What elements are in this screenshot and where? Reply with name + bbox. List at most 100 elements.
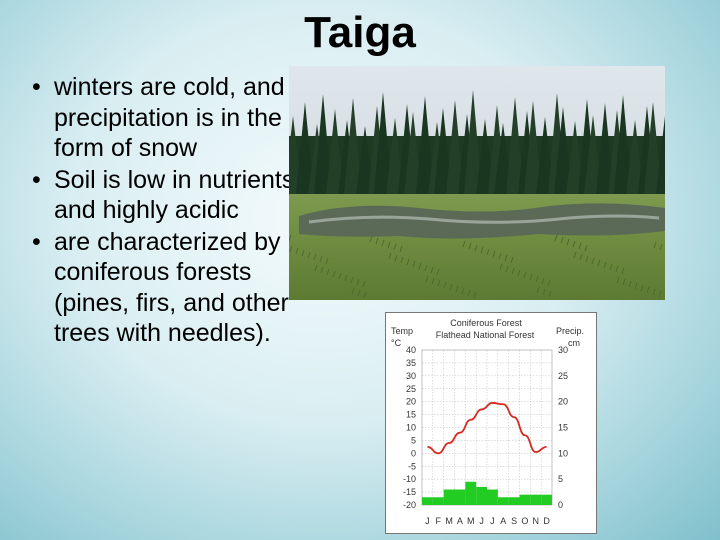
temp-tick-label: 25 <box>406 384 416 394</box>
precip-bar <box>508 497 520 505</box>
month-label: J <box>479 516 484 526</box>
grass-blade <box>295 247 299 255</box>
grass-blade <box>499 263 503 271</box>
grass-blade <box>394 254 398 262</box>
grass-blade <box>584 244 588 252</box>
grass-blade <box>418 262 422 270</box>
bullet-text: are characterized by coniferous forests … <box>54 227 289 348</box>
grass-blade <box>350 276 354 284</box>
grass-blade <box>462 240 466 248</box>
month-label: D <box>543 516 550 526</box>
month-label: A <box>500 516 506 526</box>
grass-blade <box>548 290 552 298</box>
grass-blade <box>363 291 367 299</box>
tree-shape <box>536 117 554 194</box>
grass-blade <box>622 278 626 286</box>
temp-tick-label: 5 <box>411 435 416 445</box>
grass-blade <box>437 279 441 287</box>
grass-blade <box>615 265 619 273</box>
grass-blade <box>443 281 447 289</box>
temp-tick-label: 30 <box>406 371 416 381</box>
month-label: F <box>436 516 442 526</box>
grass-blade <box>388 252 392 260</box>
tree-shape <box>566 121 584 194</box>
grass-blade <box>573 251 577 259</box>
grass-blade <box>536 286 540 294</box>
tree-shape <box>386 118 404 194</box>
grass-blade <box>357 289 361 297</box>
grass-blade <box>498 252 502 260</box>
bullet-symbol: • <box>32 73 41 101</box>
temp-tick-label: 40 <box>406 345 416 355</box>
precip-tick-label: 10 <box>558 448 568 458</box>
precip-bar <box>443 489 455 505</box>
grass-blade <box>332 270 336 278</box>
grass-blade <box>369 235 373 243</box>
tree-shape <box>644 102 662 194</box>
climate-chart: Coniferous Forest Flathead National Fore… <box>385 312 597 534</box>
bullet-item: • Soil is low in nutrients and highly aci… <box>30 165 300 226</box>
tree-shape <box>524 101 542 194</box>
month-label: M <box>445 516 453 526</box>
grass-blade <box>480 246 484 254</box>
precip-unit-label: cm <box>568 338 580 348</box>
tree-shape <box>404 112 422 194</box>
bullet-item: • winters are cold, and precipitation is … <box>30 72 300 164</box>
tree-shape <box>656 116 665 194</box>
forest-illustration <box>289 66 665 300</box>
tree-shape <box>326 109 344 194</box>
month-label: S <box>511 516 517 526</box>
grass-blade <box>393 243 397 251</box>
grass-blade <box>591 257 595 265</box>
grass-blade <box>474 244 478 252</box>
grass-blade <box>658 290 662 298</box>
grass-blade <box>473 291 477 299</box>
precip-tick-label: 30 <box>558 345 568 355</box>
grass-blade <box>578 242 582 250</box>
temp-tick-label: 10 <box>406 423 416 433</box>
grass-blade <box>535 275 539 283</box>
grass-blade <box>566 238 570 246</box>
temp-axis-label: Temp <box>391 326 413 336</box>
temp-tick-label: -10 <box>403 474 416 484</box>
grass-blade <box>449 283 453 291</box>
grass-blade <box>412 260 416 268</box>
tree-shape <box>314 94 332 194</box>
grass-blade <box>319 255 323 263</box>
temp-tick-label: -5 <box>408 461 416 471</box>
precip-bar <box>432 497 444 505</box>
grass-blade <box>301 249 305 257</box>
bullet-symbol: • <box>32 165 41 194</box>
grass-blade <box>505 265 509 273</box>
tree-shape <box>476 119 494 194</box>
precip-bar <box>497 497 509 505</box>
grass-blade <box>381 239 385 247</box>
bullet-text: winters are cold, and precipitation is i… <box>54 73 285 162</box>
grass-blade <box>492 250 496 258</box>
precip-bar <box>487 489 498 505</box>
grass-blade <box>560 236 564 244</box>
precip-bar <box>465 481 477 505</box>
grass-blade <box>572 240 576 248</box>
grass-blade <box>616 276 620 284</box>
precip-tick-label: 15 <box>558 423 568 433</box>
slide-title: Taiga <box>304 8 416 57</box>
grass-blade <box>289 234 292 242</box>
tree-shape <box>614 95 632 194</box>
grass-blade <box>320 266 324 274</box>
tree-shape <box>584 115 602 194</box>
tree-shape <box>374 92 392 194</box>
grass-blade <box>621 267 625 275</box>
grass-blade <box>653 241 657 249</box>
grass-blade <box>455 285 459 293</box>
grass-blade <box>517 269 521 277</box>
grass-blade <box>325 257 329 265</box>
tree-shape <box>356 126 374 194</box>
tree-shape <box>434 108 452 194</box>
chart-title: Coniferous Forest <box>450 318 522 328</box>
precip-bar <box>476 486 487 505</box>
month-label: J <box>425 516 430 526</box>
temp-tick-label: 20 <box>406 397 416 407</box>
grass-blade <box>486 248 490 256</box>
grass-blade <box>634 282 638 290</box>
